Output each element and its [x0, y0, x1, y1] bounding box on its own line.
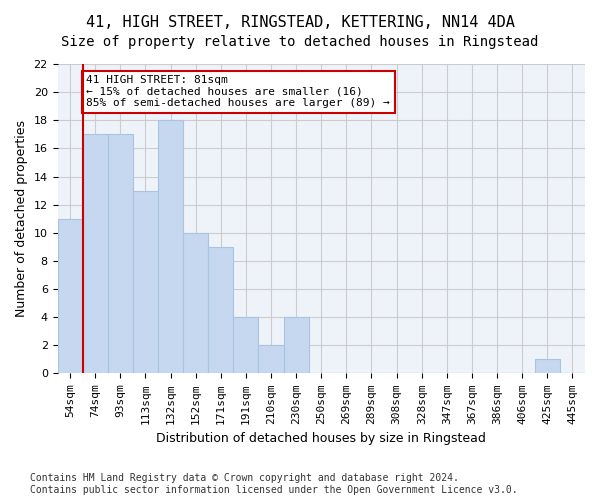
Bar [183, 233, 208, 374]
Bar [233, 317, 259, 374]
Bar [108, 134, 133, 374]
Text: 41 HIGH STREET: 81sqm
← 15% of detached houses are smaller (16)
85% of semi-deta: 41 HIGH STREET: 81sqm ← 15% of detached … [86, 76, 390, 108]
Bar [535, 360, 560, 374]
Bar [83, 134, 108, 374]
Bar [58, 218, 83, 374]
Text: Contains HM Land Registry data © Crown copyright and database right 2024.
Contai: Contains HM Land Registry data © Crown c… [30, 474, 518, 495]
Bar [208, 247, 233, 374]
X-axis label: Distribution of detached houses by size in Ringstead: Distribution of detached houses by size … [157, 432, 486, 445]
Bar [259, 346, 284, 374]
Bar [158, 120, 183, 374]
Bar [133, 190, 158, 374]
Y-axis label: Number of detached properties: Number of detached properties [15, 120, 28, 317]
Bar [284, 317, 309, 374]
Text: Size of property relative to detached houses in Ringstead: Size of property relative to detached ho… [61, 35, 539, 49]
Text: 41, HIGH STREET, RINGSTEAD, KETTERING, NN14 4DA: 41, HIGH STREET, RINGSTEAD, KETTERING, N… [86, 15, 514, 30]
